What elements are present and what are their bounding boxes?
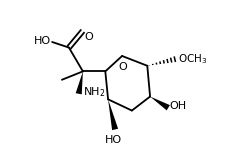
Text: O: O [118, 62, 127, 72]
Text: OCH$_3$: OCH$_3$ [177, 52, 207, 66]
Polygon shape [75, 71, 83, 94]
Text: O: O [84, 32, 93, 42]
Text: OH: OH [169, 101, 186, 111]
Text: HO: HO [34, 36, 50, 46]
Text: HO: HO [105, 135, 122, 145]
Text: NH$_2$: NH$_2$ [83, 85, 105, 99]
Polygon shape [108, 99, 118, 130]
Polygon shape [149, 97, 169, 110]
